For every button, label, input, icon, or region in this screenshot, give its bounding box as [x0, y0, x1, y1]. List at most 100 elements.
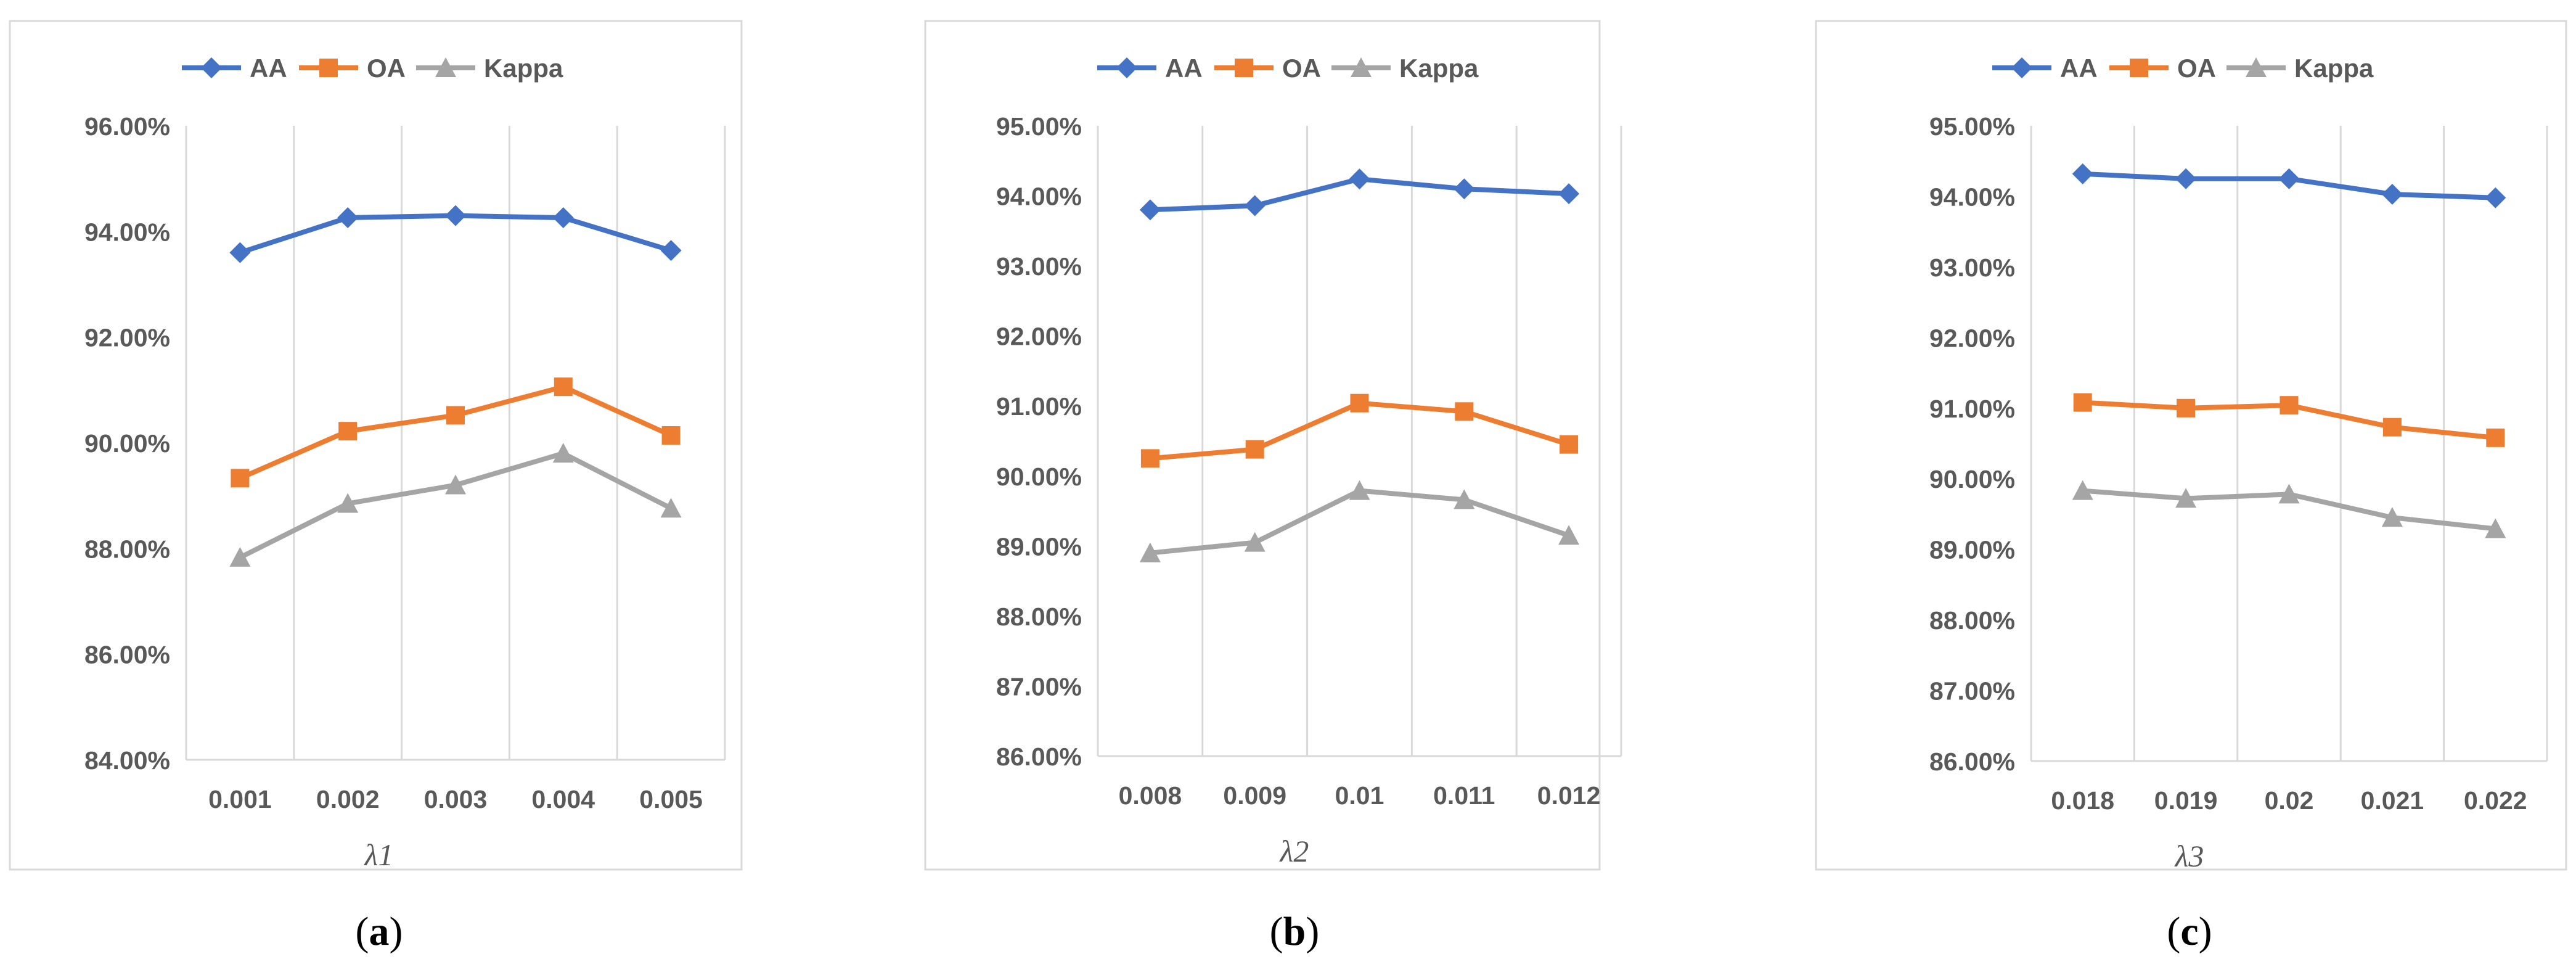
data-point-kappa — [1244, 532, 1266, 552]
y-tick-label: 88.00% — [996, 603, 1082, 631]
panel-caption: (b) — [1270, 909, 1320, 954]
data-point-kappa — [660, 498, 682, 518]
legend-marker-aa — [2011, 57, 2032, 78]
data-point-oa — [2382, 418, 2402, 437]
y-tick-label: 92.00% — [1929, 324, 2015, 352]
data-point-oa — [1350, 393, 1369, 413]
x-axis-title: λ3 — [2174, 839, 2204, 873]
y-tick-label: 86.00% — [996, 743, 1082, 771]
panel-caption-letter: a — [369, 909, 390, 954]
legend-marker-aa — [1116, 57, 1137, 78]
x-tick-label: 0.018 — [2051, 786, 2114, 815]
y-tick-label: 88.00% — [1929, 606, 2015, 635]
x-tick-label: 0.009 — [1223, 781, 1286, 810]
data-point-oa — [2073, 393, 2092, 412]
data-point-aa — [2072, 163, 2093, 184]
data-point-oa — [338, 422, 358, 441]
y-tick-label: 94.00% — [1929, 183, 2015, 211]
legend-label-kappa: Kappa — [484, 54, 563, 83]
y-tick-label: 84.00% — [84, 746, 170, 775]
y-tick-label: 95.00% — [996, 112, 1082, 141]
legend-label-oa: OA — [1282, 54, 1321, 83]
chart-frame — [1815, 20, 2567, 871]
data-point-aa — [1139, 199, 1161, 221]
data-point-kappa — [1349, 480, 1370, 500]
data-point-oa — [2280, 396, 2299, 415]
chart-panel-a: 84.00% 86.00% 88.00% 90.00% 92.00% 94.00% 96.0… — [9, 20, 743, 872]
data-point-aa — [2485, 187, 2506, 208]
y-tick-label: 88.00% — [84, 535, 170, 563]
y-tick-label: 94.00% — [996, 183, 1082, 211]
data-point-aa — [2381, 184, 2403, 205]
data-point-oa — [661, 426, 681, 445]
data-point-aa — [445, 205, 466, 226]
chart-frame — [9, 20, 743, 871]
legend-label-oa: OA — [2177, 54, 2216, 83]
panel-caption-letter: b — [1283, 909, 1306, 954]
data-point-kappa — [1139, 542, 1161, 562]
x-tick-label: 0.012 — [1537, 781, 1601, 810]
y-tick-label: 96.00% — [84, 112, 170, 141]
legend-label-kappa: Kappa — [2294, 54, 2374, 83]
legend-marker-kappa — [435, 57, 456, 77]
y-tick-label: 87.00% — [1929, 677, 2015, 706]
data-point-kappa — [1454, 489, 1475, 509]
y-tick-label: 86.00% — [1929, 747, 2015, 776]
data-point-kappa — [2175, 488, 2197, 508]
legend-label-aa: AA — [2060, 54, 2098, 83]
legend-label-kappa: Kappa — [1399, 54, 1479, 83]
data-point-oa — [554, 377, 573, 397]
x-tick-label: 0.003 — [424, 785, 488, 813]
data-point-oa — [446, 406, 465, 425]
data-point-oa — [1140, 449, 1159, 468]
x-tick-label: 0.005 — [639, 785, 703, 813]
x-tick-label: 0.01 — [1335, 781, 1384, 810]
chart-panel-b: 86.00% 87.00% 88.00% 89.00% 90.00% 91.00% 92.0… — [924, 20, 1622, 871]
panel-caption: (a) — [356, 909, 403, 954]
legend-marker-aa — [201, 57, 222, 78]
data-point-oa — [1560, 435, 1579, 454]
y-tick-label: 90.00% — [84, 429, 170, 458]
data-point-oa — [231, 469, 250, 488]
data-point-kappa — [2072, 480, 2093, 500]
y-tick-label: 95.00% — [1929, 112, 2015, 141]
data-point-oa — [2177, 398, 2196, 418]
legend-label-aa: AA — [250, 54, 287, 83]
data-point-kappa — [552, 443, 574, 463]
x-tick-label: 0.002 — [316, 785, 380, 813]
data-point-kappa — [1558, 525, 1580, 545]
legend-marker-oa — [1235, 59, 1253, 77]
data-point-aa — [2175, 168, 2197, 189]
legend-label-aa: AA — [1165, 54, 1203, 83]
legend-marker-kappa — [1351, 57, 1372, 77]
data-point-aa — [1558, 183, 1580, 205]
panel-caption: (c) — [2167, 909, 2212, 954]
y-tick-label: 90.00% — [996, 463, 1082, 491]
x-tick-label: 0.022 — [2464, 786, 2527, 815]
y-tick-label: 89.00% — [1929, 536, 2015, 564]
data-point-aa — [552, 207, 574, 229]
data-point-aa — [229, 242, 251, 263]
y-tick-label: 93.00% — [996, 252, 1082, 281]
x-axis-title: λ1 — [364, 837, 394, 872]
data-point-aa — [337, 207, 359, 229]
y-tick-label: 89.00% — [996, 532, 1082, 561]
legend-marker-oa — [319, 59, 338, 77]
y-tick-label: 92.00% — [996, 323, 1082, 351]
legend-label-oa: OA — [367, 54, 406, 83]
y-tick-label: 92.00% — [84, 324, 170, 352]
data-point-kappa — [2278, 484, 2300, 504]
y-tick-label: 94.00% — [84, 218, 170, 246]
y-tick-label: 86.00% — [84, 641, 170, 669]
x-tick-label: 0.011 — [1433, 781, 1495, 810]
y-tick-label: 90.00% — [1929, 465, 2015, 493]
data-point-oa — [1455, 402, 1474, 421]
data-point-kappa — [2381, 507, 2403, 527]
x-tick-label: 0.008 — [1119, 781, 1182, 810]
data-point-oa — [2486, 428, 2505, 447]
y-tick-label: 87.00% — [996, 672, 1082, 701]
y-tick-label: 91.00% — [1929, 395, 2015, 423]
y-tick-label: 91.00% — [996, 392, 1082, 421]
data-point-kappa — [2485, 518, 2506, 538]
